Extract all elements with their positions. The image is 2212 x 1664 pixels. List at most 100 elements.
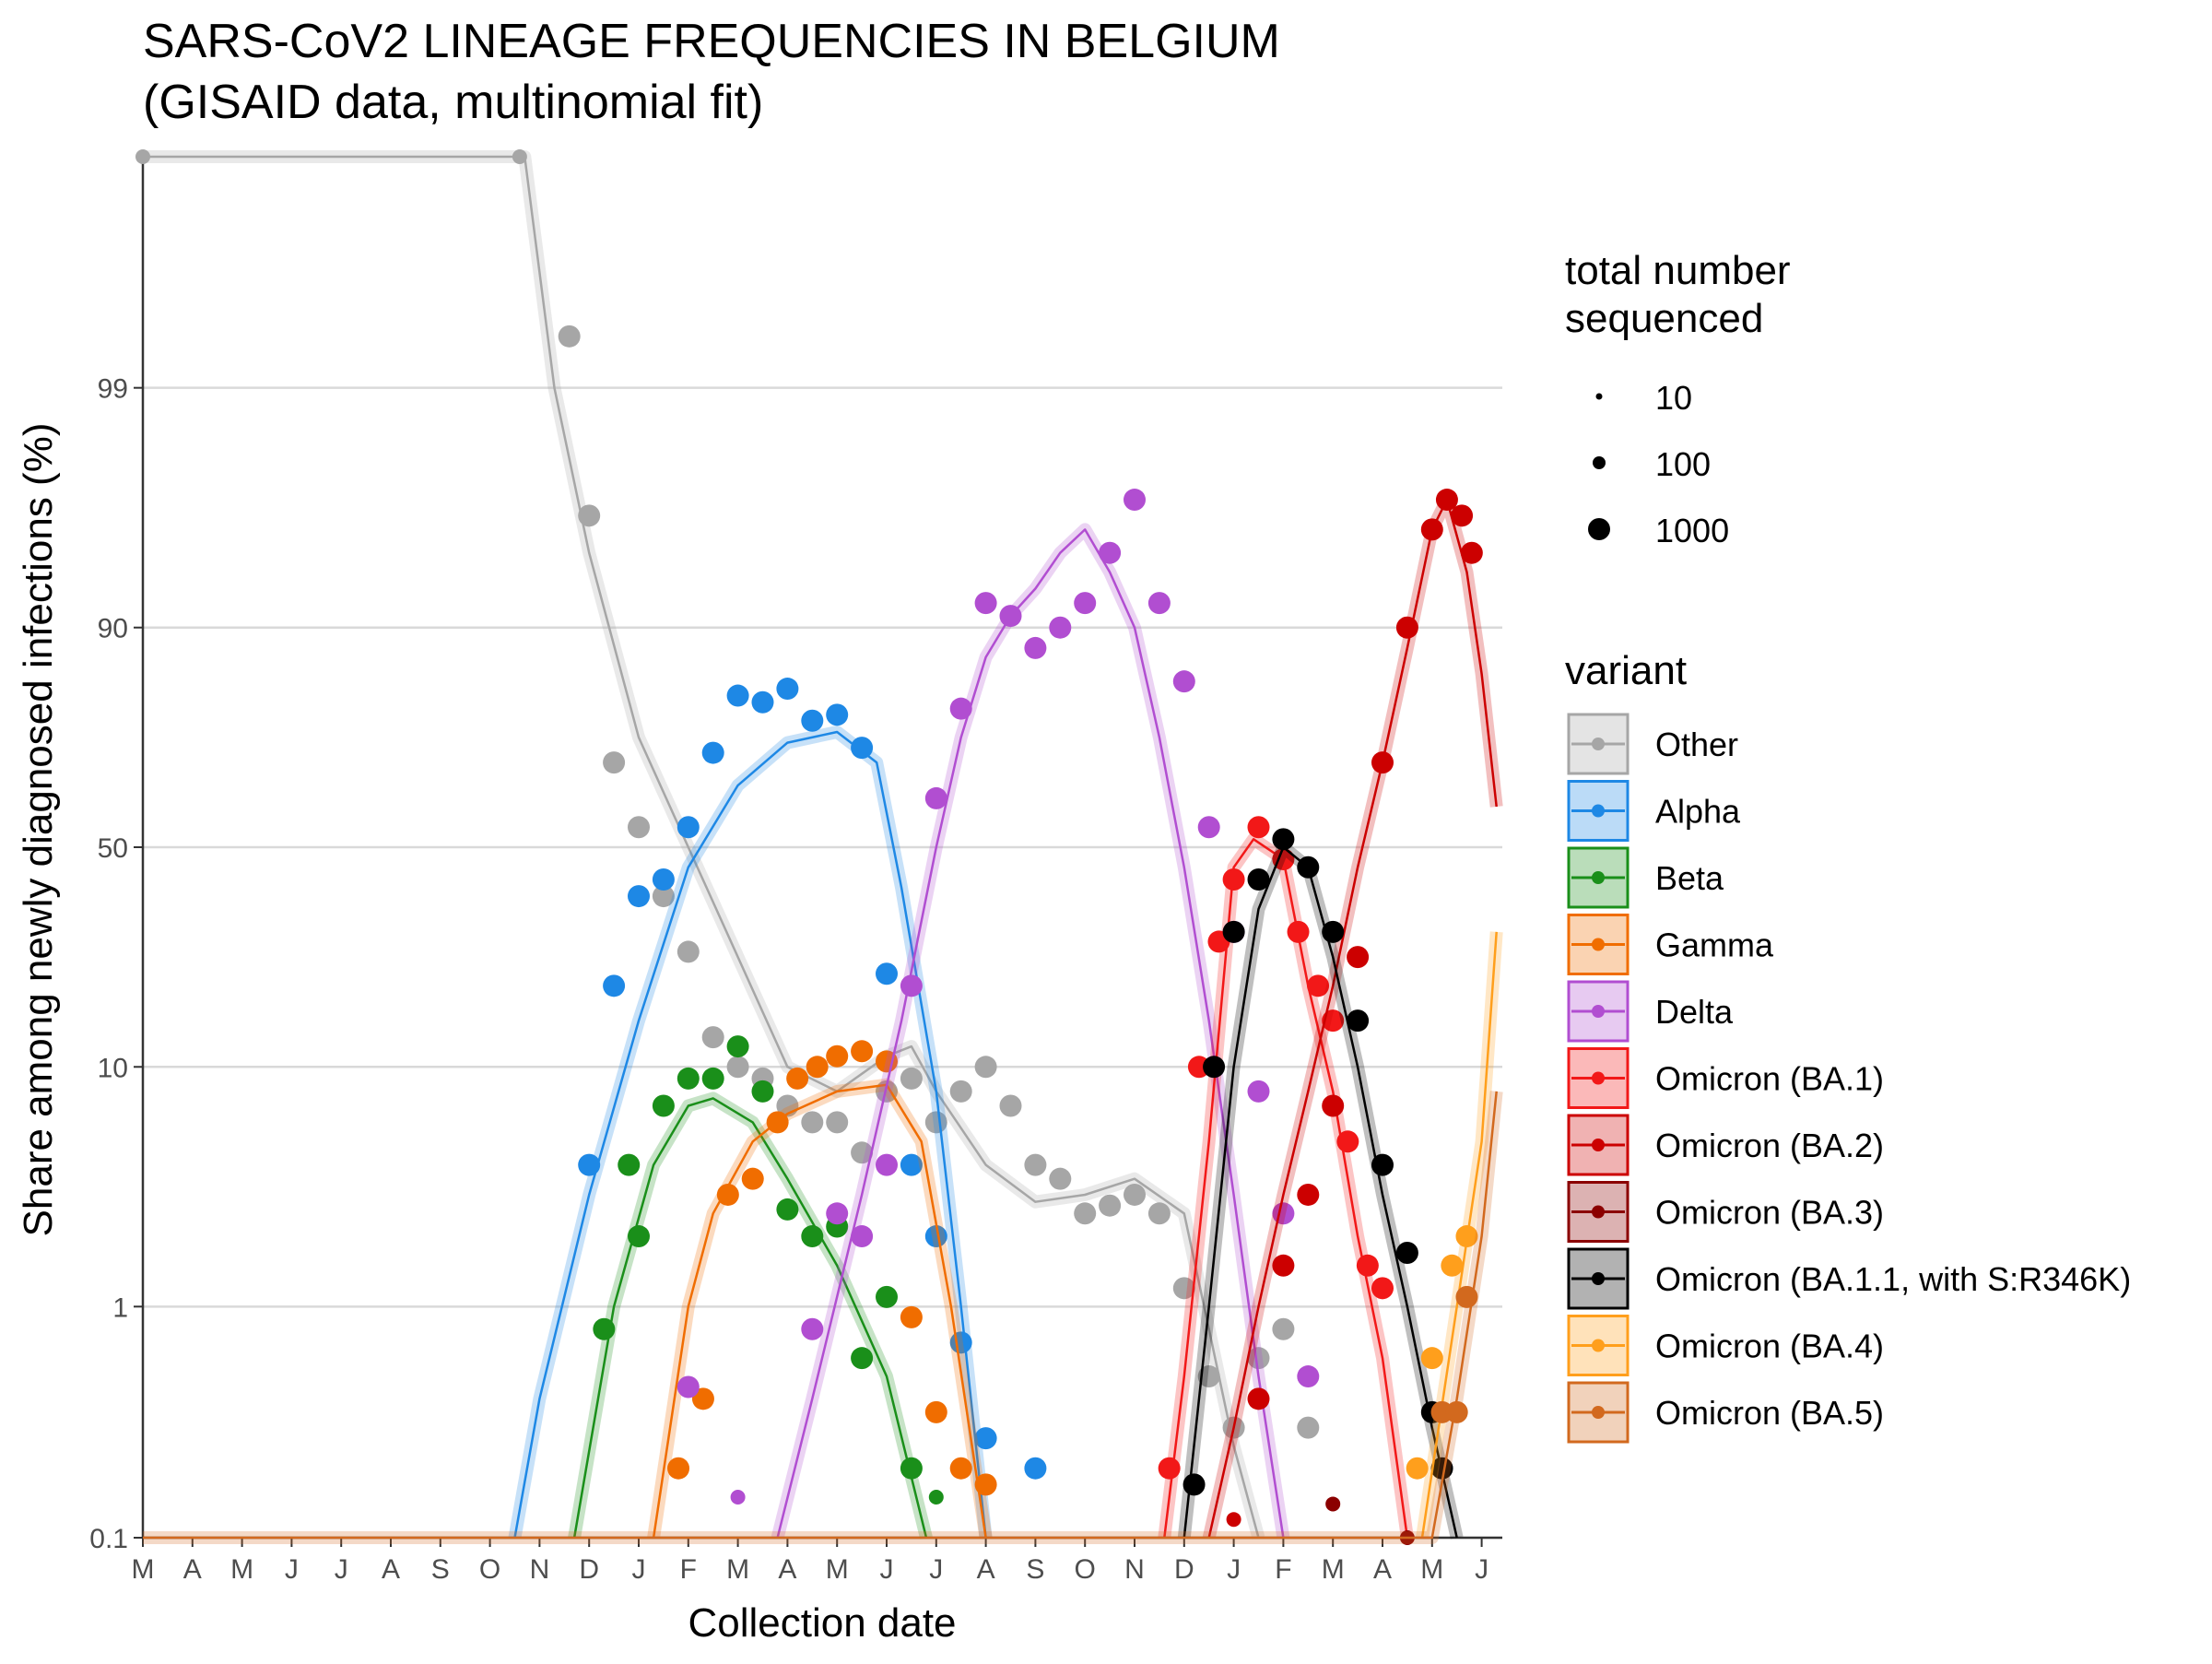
data-point-beta [628,1225,650,1248]
data-point-alpha [851,737,874,760]
data-point-delta [1099,541,1122,564]
data-point-delta [1172,670,1195,693]
data-point-omicron-ba-1-1-with-s-r346k [1203,1056,1226,1079]
data-point-other [1074,1202,1097,1225]
x-tick-label: J [1475,1554,1488,1585]
data-point-omicron-ba-4 [1455,1225,1478,1248]
data-point-other [135,149,150,164]
data-point-delta [924,786,947,809]
data-point-omicron-ba-4 [1406,1457,1429,1480]
data-point-beta [876,1285,898,1308]
data-point-other [999,1094,1022,1117]
x-tick-label: A [778,1554,796,1585]
data-point-other [603,751,626,774]
data-point-omicron-ba-1 [1158,1457,1181,1480]
data-point-gamma [826,1044,849,1068]
data-point-beta [900,1457,923,1480]
x-tick-label: F [680,1554,697,1585]
data-point-other [1197,1365,1220,1388]
data-point-gamma [974,1473,997,1496]
legend-label-omicron-ba-1: Omicron (BA.1) [1655,1060,1884,1098]
fit-line-omicron-ba-1-1-with-s-r346k [1182,845,1458,1539]
data-point-delta [1049,616,1072,639]
data-point-alpha [876,962,898,985]
data-point-omicron-ba-1 [1336,1130,1359,1153]
legend: total number sequenced variant 10 100 1000… [1565,248,2131,1444]
data-point-other [801,1111,824,1134]
legend-key-dot-omicron-ba-1-1-with-s-r346k [1592,1272,1605,1285]
x-tick-label: S [431,1554,450,1585]
data-point-alpha [1024,1457,1047,1480]
size-key-10 [1595,393,1603,400]
x-tick-label: J [1227,1554,1241,1585]
data-point-other [628,816,650,839]
data-point-delta [999,605,1022,628]
data-point-omicron-ba-1 [1247,816,1270,839]
data-point-alpha [801,709,824,732]
x-tick-label: M [1420,1554,1443,1585]
legend-key-dot-omicron-ba-2 [1592,1139,1605,1151]
x-tick-label: J [929,1554,943,1585]
data-point-gamma [949,1457,972,1480]
data-point-beta [701,1067,724,1090]
x-tick-label: D [579,1554,599,1585]
data-point-omicron-ba-3 [1325,1496,1341,1512]
data-point-omicron-ba-1 [1222,868,1245,891]
x-tick-label: A [183,1554,202,1585]
data-point-omicron-ba-1-1-with-s-r346k [1395,1242,1418,1265]
y-tick-label: 90 [98,614,128,644]
data-point-omicron-ba-2 [1371,751,1394,774]
data-point-beta [652,1094,675,1117]
data-point-omicron-ba-2 [1451,504,1474,527]
data-point-omicron-ba-2 [1435,489,1458,512]
legend-label-omicron-ba-4: Omicron (BA.4) [1655,1328,1884,1365]
data-point-beta [593,1317,616,1340]
size-legend-title-line2: sequenced [1565,296,1763,341]
data-point-delta [1247,1080,1270,1103]
data-point-alpha [900,1153,923,1176]
data-point-alpha [776,678,799,701]
chart-subtitle: (GISAID data, multinomial fit) [143,76,763,129]
data-point-gamma [851,1040,874,1063]
data-point-alpha [628,885,650,908]
data-point-gamma [806,1056,829,1079]
data-point-omicron-ba-2 [1226,1512,1241,1528]
data-point-other [1099,1194,1122,1217]
x-tick-label: D [1174,1554,1194,1585]
legend-label-omicron-ba-1-1-with-s-r346k: Omicron (BA.1.1, with S:R346K) [1655,1260,2131,1298]
x-tick-label: N [530,1554,550,1585]
data-point-omicron-ba-1-1-with-s-r346k [1222,920,1245,943]
y-tick-label: 99 [98,374,128,405]
data-point-other [677,940,700,963]
fit-line-other [143,155,1260,1539]
data-point-omicron-ba-2 [1297,1183,1320,1206]
data-point-delta [730,1489,746,1505]
data-point-delta [851,1225,874,1248]
data-point-other [1172,1277,1195,1300]
data-point-omicron-ba-5 [1445,1400,1468,1423]
data-point-omicron-ba-1-1-with-s-r346k [1347,1009,1370,1033]
x-tick-label: M [230,1554,253,1585]
data-point-omicron-ba-1-1-with-s-r346k [1182,1473,1206,1496]
fit-line-delta [776,528,1285,1539]
x-tick-label: M [132,1554,155,1585]
size-legend-label: 100 [1655,445,1711,483]
data-point-omicron-ba-1 [1272,848,1295,871]
data-point-omicron-ba-2 [1395,616,1418,639]
x-tick-label: A [1373,1554,1392,1585]
data-point-omicron-ba-1 [1287,920,1310,943]
data-point-delta [677,1375,700,1398]
data-point-beta [776,1198,799,1221]
data-point-gamma [924,1400,947,1423]
data-point-beta [851,1347,874,1370]
data-point-delta [801,1317,824,1340]
data-point-omicron-ba-1-1-with-s-r346k [1247,868,1270,891]
data-point-alpha [652,868,675,891]
x-tick-label: J [285,1554,299,1585]
y-tick-label: 1 [112,1292,128,1323]
data-point-delta [876,1153,898,1176]
data-point-delta [900,974,923,997]
data-point-omicron-ba-1-1-with-s-r346k [1272,828,1295,851]
chart-title: SARS-CoV2 LINEAGE FREQUENCIES IN BELGIUM [143,15,1280,68]
